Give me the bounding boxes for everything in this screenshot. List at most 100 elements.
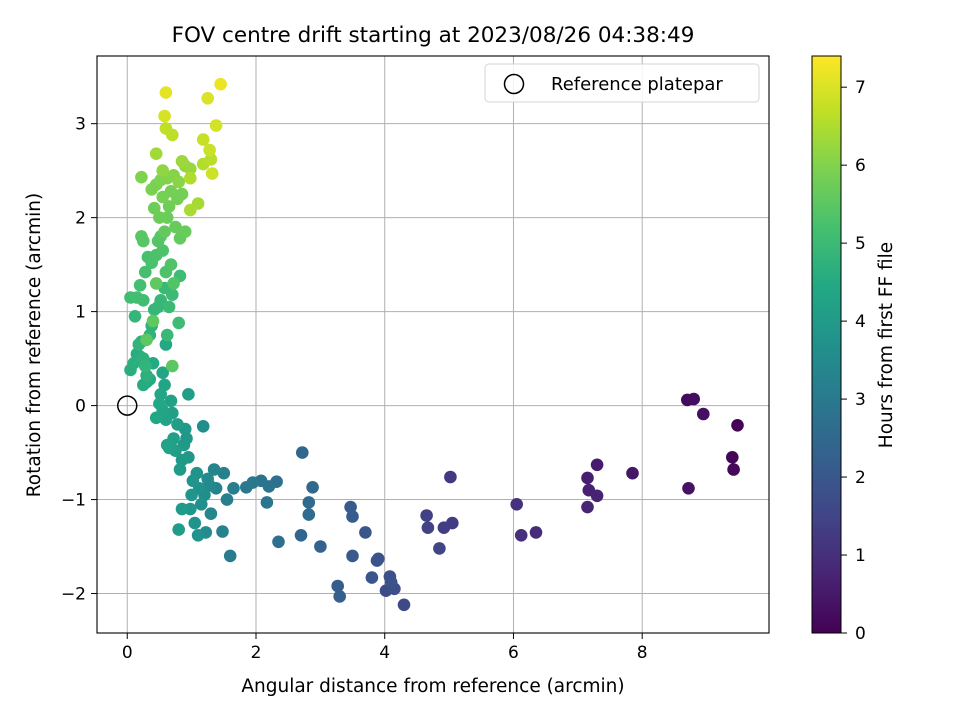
- data-point: [160, 328, 174, 342]
- data-point: [240, 481, 253, 494]
- y-axis-label: Rotation from reference (arcmin): [24, 193, 45, 497]
- data-point: [217, 466, 231, 480]
- data-point: [333, 590, 347, 603]
- data-point: [172, 316, 185, 330]
- chart-title: FOV centre drift starting at 2023/08/26 …: [172, 23, 695, 48]
- y-tick-label: 0: [75, 397, 86, 417]
- data-point: [209, 119, 223, 132]
- data-point: [135, 230, 148, 243]
- x-tick-label: 6: [508, 643, 519, 663]
- data-point: [195, 498, 208, 511]
- axis-ticks: 0 2 4 6 8 −2 −1 0 1 2 3: [61, 115, 648, 663]
- data-point: [162, 300, 176, 314]
- colorbar-tick-label: 2: [855, 468, 866, 488]
- data-point: [384, 576, 398, 589]
- data-point: [207, 463, 221, 476]
- data-point: [302, 496, 316, 509]
- data-point: [172, 523, 185, 536]
- data-point: [130, 291, 144, 304]
- data-point: [158, 225, 171, 238]
- data-point: [344, 500, 357, 514]
- colorbar-tick-label: 5: [855, 234, 866, 254]
- data-point: [164, 394, 178, 408]
- data-point: [437, 521, 451, 534]
- data-point: [128, 310, 142, 323]
- y-tick-label: 2: [75, 209, 86, 229]
- data-point: [359, 526, 372, 539]
- data-point: [156, 366, 169, 380]
- data-point: [204, 507, 218, 520]
- grid-lines: [97, 56, 769, 633]
- data-point: [148, 201, 161, 215]
- data-point: [296, 446, 309, 459]
- data-point: [697, 407, 710, 421]
- data-point: [184, 171, 197, 185]
- data-point: [175, 502, 189, 516]
- data-point: [175, 155, 189, 168]
- data-point: [171, 418, 184, 431]
- data-point: [581, 471, 594, 485]
- legend-box: [484, 63, 760, 103]
- data-point: [529, 526, 543, 539]
- data-point: [139, 359, 152, 373]
- data-point: [135, 170, 148, 184]
- data-point: [201, 472, 214, 486]
- data-point: [160, 438, 174, 452]
- data-point: [166, 288, 179, 302]
- x-axis-label: Angular distance from reference (arcmin): [241, 676, 624, 697]
- data-point: [420, 509, 433, 522]
- data-point: [140, 333, 153, 347]
- data-point: [590, 458, 604, 472]
- data-point: [272, 535, 285, 549]
- data-point: [156, 244, 169, 257]
- y-tick-label: −1: [61, 491, 86, 511]
- data-point: [191, 529, 205, 542]
- data-point: [421, 521, 435, 534]
- x-tick-label: 4: [379, 643, 390, 663]
- data-point: [444, 470, 457, 484]
- x-tick-label: 8: [637, 643, 648, 663]
- data-point: [184, 203, 197, 217]
- data-point: [370, 554, 384, 567]
- data-point: [172, 175, 185, 189]
- data-point: [626, 466, 639, 480]
- data-point: [365, 571, 379, 584]
- colorbar-tick-label: 0: [855, 624, 866, 644]
- data-point: [203, 143, 216, 157]
- data-point: [149, 277, 163, 290]
- data-point: [159, 338, 173, 351]
- legend-entry-label: Reference platepar: [551, 74, 723, 95]
- data-point: [149, 147, 163, 160]
- plot-area: 0 2 4 6 8 −2 −1 0 1 2 3: [61, 55, 770, 663]
- data-point: [184, 162, 197, 176]
- data-point: [346, 510, 359, 523]
- data-point: [581, 500, 594, 514]
- y-tick-label: 1: [75, 303, 86, 323]
- data-point: [682, 482, 695, 495]
- data-point: [514, 529, 528, 542]
- data-point: [162, 200, 176, 213]
- data-point: [196, 133, 210, 146]
- data-point: [139, 265, 152, 279]
- colorbar-tick-label: 4: [855, 312, 866, 332]
- colorbar-tick-label: 6: [855, 156, 866, 176]
- data-point: [169, 220, 182, 234]
- data-point: [153, 397, 166, 411]
- data-point: [164, 258, 178, 271]
- data-point: [294, 529, 308, 542]
- data-point: [166, 359, 179, 373]
- y-tick-label: 3: [75, 115, 86, 135]
- data-point: [590, 489, 604, 503]
- data-point: [726, 451, 739, 464]
- data-point: [175, 453, 189, 467]
- reference-platepar-marker: [117, 395, 138, 416]
- data-point: [182, 388, 195, 401]
- colorbar-tick-label: 3: [855, 390, 866, 410]
- data-point: [178, 225, 192, 238]
- data-point: [306, 481, 319, 494]
- legend: Reference platepar: [484, 63, 760, 103]
- data-point: [687, 392, 700, 406]
- data-point: [158, 109, 171, 123]
- data-point: [173, 463, 187, 476]
- data-point: [346, 549, 359, 563]
